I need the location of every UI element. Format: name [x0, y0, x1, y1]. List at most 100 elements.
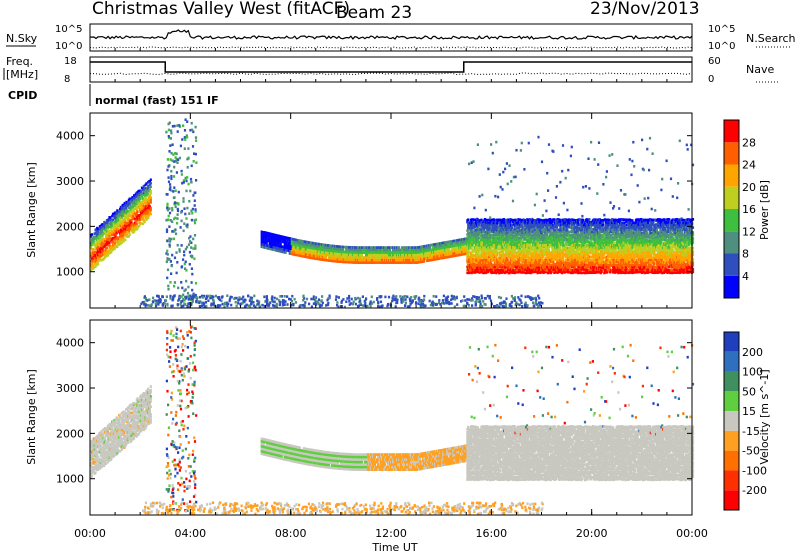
station-title: Christmas Valley West (fitACF) [92, 0, 350, 19]
radar-cell [166, 277, 168, 280]
radar-cell [195, 136, 197, 139]
radar-cell [295, 239, 297, 242]
radar-cell [392, 254, 394, 257]
radar-cell [416, 254, 418, 257]
radar-cell [169, 212, 171, 215]
radar-cell [183, 230, 185, 233]
radar-cell [571, 146, 573, 149]
radar-cell [191, 289, 193, 292]
radar-cell [373, 251, 375, 254]
radar-cell [172, 143, 174, 146]
nsearch-tick-top: 10^5 [708, 24, 735, 35]
radar-cell [311, 244, 313, 247]
radar-cell [168, 129, 170, 132]
radar-cell [150, 199, 152, 202]
radar-cell [464, 245, 466, 248]
radar-cell [183, 181, 185, 184]
radar-cell [188, 237, 190, 240]
radar-cell [398, 246, 400, 249]
radar-cell [165, 131, 167, 134]
nave-tick-top: 60 [708, 56, 721, 67]
radar-cell [193, 152, 195, 155]
radar-cell [521, 224, 523, 227]
radar-cell [177, 213, 179, 216]
radar-cell [169, 297, 171, 300]
radar-cell [169, 244, 171, 247]
radar-cell [175, 233, 177, 236]
radar-cell [183, 207, 185, 210]
radar-cell [545, 210, 547, 213]
radar-cell [170, 158, 172, 161]
radar-cell [541, 161, 543, 164]
radar-cell [189, 263, 191, 266]
radar-cell [566, 209, 568, 212]
radar-cell [490, 143, 492, 146]
radar-cell [167, 165, 169, 168]
radar-cell [325, 256, 327, 259]
radar-cell [168, 237, 170, 240]
radar-cell [181, 244, 183, 247]
radar-cell [318, 250, 320, 253]
radar-cell [194, 244, 196, 247]
radar-cell [186, 246, 188, 249]
radar-cell [191, 129, 193, 132]
radar-cell [290, 247, 292, 250]
radar-cell [168, 181, 170, 184]
radar-cell [328, 247, 330, 250]
radar-cell [463, 243, 465, 246]
radar-cell [417, 256, 419, 259]
radar-cell [190, 210, 192, 213]
radar-cell [342, 248, 344, 251]
radar-cell [170, 129, 172, 132]
radar-cell [187, 292, 189, 295]
radar-cell [183, 254, 185, 257]
radar-cell [266, 242, 268, 245]
radar-cell [536, 193, 538, 196]
radar-cell [181, 266, 183, 269]
radar-cell [150, 201, 152, 204]
radar-cell [537, 136, 539, 139]
radar-cell [478, 251, 480, 254]
radar-cell [186, 207, 188, 210]
radar-cell [174, 281, 176, 284]
radar-cell [285, 239, 287, 242]
radar-cell [508, 164, 510, 167]
nsky-label: N.Sky [6, 32, 38, 45]
radar-cell [165, 219, 167, 222]
radar-cell [495, 141, 497, 144]
radar-cell [481, 194, 483, 197]
radar-cell [301, 250, 303, 253]
radar-cell [370, 246, 372, 249]
radar-cell [462, 246, 464, 249]
radar-cell [176, 124, 178, 127]
radar-cell [582, 219, 584, 222]
radar-cell [177, 244, 179, 247]
radar-cell [169, 188, 171, 191]
radar-cell [137, 210, 139, 213]
radar-cell [555, 196, 557, 199]
radar-cell [171, 230, 173, 233]
radar-cell [173, 218, 175, 221]
radar-cell [174, 125, 176, 128]
radar-cell [453, 240, 455, 243]
radar-cell [182, 124, 184, 127]
radar-cell [168, 176, 170, 179]
radar-cell [170, 272, 172, 275]
radar-cell [176, 171, 178, 174]
radar-cell [188, 212, 190, 215]
radar-cell [401, 261, 403, 264]
radar-cell [386, 254, 388, 257]
radar-cell [349, 261, 351, 264]
radar-cell [189, 240, 191, 243]
radar-cell [176, 217, 178, 220]
radar-cell [458, 251, 460, 254]
radar-cell [167, 258, 169, 261]
radar-cell [167, 269, 169, 272]
radar-cell [195, 161, 197, 164]
radar-cell [150, 179, 152, 182]
radar-cell [261, 233, 263, 236]
radar-cell [150, 213, 152, 216]
nave-label: Nave [746, 63, 774, 76]
radar-cell [507, 183, 509, 186]
radar-cell [167, 209, 169, 212]
